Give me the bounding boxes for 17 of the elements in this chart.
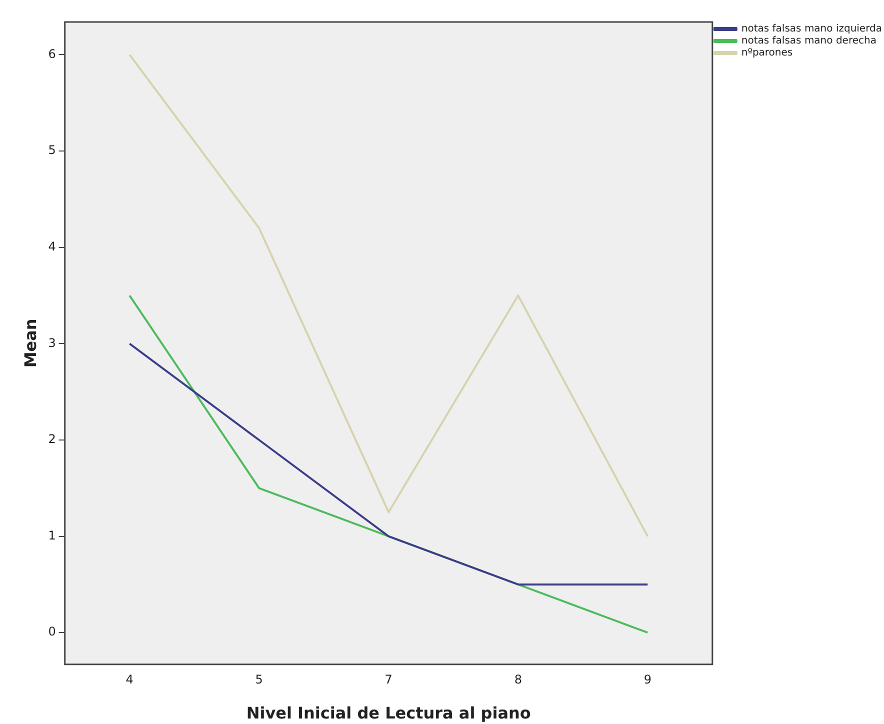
x-tick-label: 8 [514,672,522,687]
y-tick-label: 0 [48,624,56,639]
y-tick-label: 1 [48,528,56,542]
legend-label: nºparones [741,48,793,59]
x-axis-title: Nivel Inicial de Lectura al piano [246,704,531,723]
x-tick-label: 5 [255,672,263,687]
legend-label: notas falsas mano derecha [741,36,876,47]
legend-label: notas falsas mano izquierda [741,24,882,35]
x-tick-label: 9 [644,672,652,687]
y-tick-label: 4 [48,239,56,254]
y-tick-label: 2 [48,432,56,446]
y-axis-title: Mean [20,318,40,368]
y-tick-label: 3 [48,336,56,350]
x-tick-label: 4 [126,672,134,687]
y-tick-label: 5 [48,143,56,158]
y-tick-label: 6 [48,46,56,61]
x-tick-label: 7 [384,672,392,687]
